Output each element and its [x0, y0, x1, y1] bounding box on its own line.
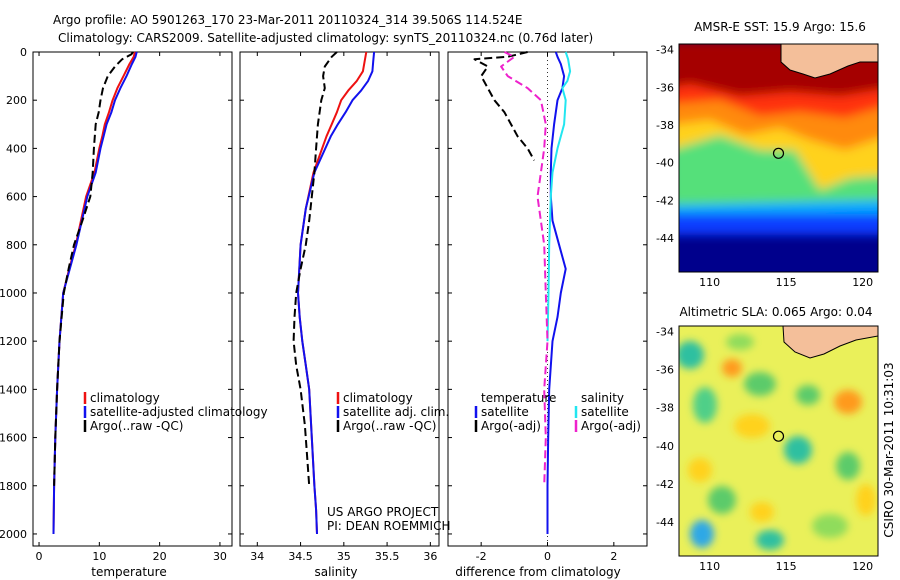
series-line: [546, 51, 567, 534]
legend-climatology: climatology: [343, 391, 413, 405]
map-y-tick-label: -40: [656, 157, 674, 170]
y-tick-label: 1400: [0, 383, 27, 396]
series-line: [53, 51, 134, 486]
legend-climatology: climatology: [90, 391, 160, 405]
map-y-tick-label: -44: [656, 516, 674, 529]
argo-position-marker: [772, 147, 785, 159]
sla-map: [679, 326, 878, 556]
salinity-panel-frame: [239, 51, 440, 547]
sla-map-title: Altimetric SLA: 0.065 Argo: 0.04: [679, 305, 872, 319]
x-tick-label: 30: [213, 550, 227, 563]
legend-satellite-adjusted: satellite-adjusted climatology: [90, 405, 268, 419]
map-y-tick-label: -34: [656, 326, 674, 339]
map-x-tick-label: 115: [776, 560, 797, 573]
legend-temperature-argo: Argo(-adj): [481, 419, 541, 433]
salinity-legend: climatology satellite adj. clim. Argo(..…: [336, 391, 449, 433]
difference-legend: temperature satellite Argo(-adj) salinit…: [474, 391, 641, 433]
legend-salinity-argo: Argo(-adj): [581, 419, 641, 433]
series-line: [292, 51, 338, 486]
x-tick-label: 34: [250, 550, 264, 563]
map-y-tick-label: -38: [656, 119, 674, 132]
map-y-tick-label: -36: [656, 364, 674, 377]
timestamp-stamp: CSIRO 30-Mar-2011 10:31:03: [882, 362, 896, 537]
y-tick-label: 200: [6, 94, 27, 107]
map-y-tick-label: -38: [656, 402, 674, 415]
x-tick-label: 35.5: [375, 550, 400, 563]
x-tick-label: -2: [476, 550, 487, 563]
x-tick-label: 20: [153, 550, 167, 563]
y-tick-label: 600: [6, 191, 27, 204]
x-tick-label: 10: [92, 550, 106, 563]
series-line: [473, 51, 536, 161]
coastline-land: [782, 326, 878, 359]
x-tick-label: 0: [544, 550, 551, 563]
x-tick-label: 2: [610, 550, 617, 563]
argo-position-marker: [772, 430, 785, 442]
sst-map-frame: [678, 43, 879, 273]
legend-argo: Argo(..raw -QC): [343, 419, 436, 433]
legend-temperature-satellite: satellite: [481, 405, 529, 419]
legend-argo: Argo(..raw -QC): [90, 419, 183, 433]
y-tick-label: 0: [20, 46, 27, 59]
figure-title-line1: Argo profile: AO 5901263_170 23-Mar-2011…: [53, 13, 522, 27]
legend-salinity-heading: salinity: [581, 391, 624, 405]
series-line: [52, 51, 138, 535]
sst-map-title: AMSR-E SST: 15.9 Argo: 15.6: [694, 20, 866, 34]
x-tick-label: 0: [36, 550, 43, 563]
y-tick-label: 2000: [0, 528, 27, 541]
coastline-land: [780, 44, 878, 79]
x-tick-label: 34.5: [288, 550, 313, 563]
map-x-tick-label: 115: [776, 276, 797, 289]
map-y-tick-label: -40: [656, 440, 674, 453]
map-y-tick-label: -42: [656, 194, 674, 207]
difference-axis-label: difference from climatology: [455, 565, 621, 579]
series-line: [297, 51, 376, 535]
x-tick-label: 36: [423, 550, 437, 563]
y-tick-label: 1200: [0, 335, 27, 348]
legend-satellite-adj-clim: satellite adj. clim.: [343, 405, 449, 419]
map-y-tick-label: -42: [656, 478, 674, 491]
map-x-tick-label: 120: [852, 276, 873, 289]
map-y-tick-label: -36: [656, 81, 674, 94]
sla-map-frame: [678, 325, 879, 557]
x-tick-label: 35: [337, 550, 351, 563]
temperature-axis-label: temperature: [91, 565, 166, 579]
difference-profile-lines: [473, 51, 572, 546]
project-credit: US ARGO PROJECT: [327, 505, 439, 519]
map-x-tick-label: 110: [699, 276, 720, 289]
y-tick-label: 1800: [0, 480, 27, 493]
y-tick-label: 1000: [0, 287, 27, 300]
map-y-tick-label: -34: [656, 44, 674, 57]
y-tick-label: 800: [6, 239, 27, 252]
map-y-tick-label: -44: [656, 232, 674, 245]
sst-map: [679, 44, 878, 272]
legend-salinity-satellite: satellite: [581, 405, 629, 419]
y-tick-label: 1600: [0, 432, 27, 445]
salinity-profile-lines: [292, 51, 376, 535]
series-line: [546, 51, 572, 342]
temperature-legend: climatology satellite-adjusted climatolo…: [83, 391, 268, 433]
temperature-profile-lines: [52, 51, 138, 535]
map-x-tick-label: 120: [852, 560, 873, 573]
salinity-axis-label: salinity: [314, 565, 357, 579]
series-line: [52, 51, 136, 535]
figure-title-line2: Climatology: CARS2009. Satellite-adjuste…: [58, 31, 593, 45]
y-tick-label: 400: [6, 142, 27, 155]
map-x-tick-label: 110: [699, 560, 720, 573]
legend-temperature-heading: temperature: [481, 391, 556, 405]
pi-credit: PI: DEAN ROEMMICH: [327, 519, 450, 533]
series-line: [297, 51, 368, 535]
